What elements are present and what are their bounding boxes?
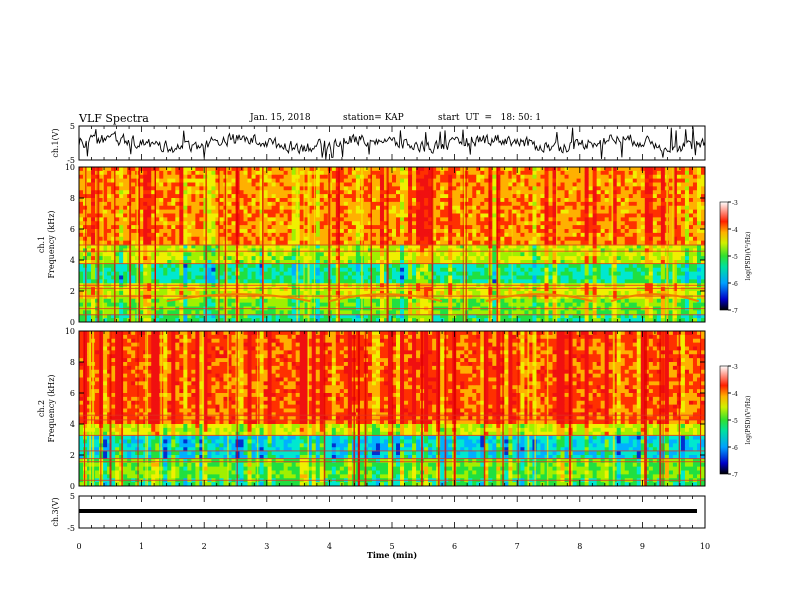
ch2-ytick-label: 10 (65, 327, 75, 336)
ch1-ylabel-frequency: Frequency (kHz) (47, 210, 56, 278)
chart-title: VLF Spectra (79, 112, 149, 125)
xtick-label: 4 (327, 542, 332, 551)
ch1-colorbar-label: log(PSD)(V²/Hz) (745, 232, 752, 281)
ch2-colorbar (719, 365, 729, 475)
ch1-waveform-line (78, 126, 706, 160)
ch1-ytick-label: 5 (70, 122, 75, 131)
xtick-label: 2 (202, 542, 207, 551)
ch1-ytick-label: 0 (70, 318, 75, 327)
ch1-ylabel: ch.1(V) (51, 128, 60, 157)
ch2-ytick-label: 8 (70, 358, 75, 367)
ch1-ytick-label: 6 (70, 225, 75, 234)
ch2-colorbar-label: log(PSD)(V²/Hz) (745, 396, 752, 445)
xtick-label: 0 (76, 542, 81, 551)
ch1-ytick-label: 8 (70, 194, 75, 203)
ch2-ytick-label: 4 (70, 420, 75, 429)
ch2-ytick-label: 6 (70, 389, 75, 398)
ch2-colorbar-tick: -4 (732, 391, 738, 398)
ch2-ylabel-channel: ch.2 (37, 400, 46, 417)
ch1-ytick-label: -5 (67, 156, 75, 165)
ch1-ylabel-channel: ch.1 (37, 236, 46, 253)
station-label: station= KAP (343, 113, 404, 123)
ch2-ylabel-frequency: Frequency (kHz) (47, 374, 56, 442)
xtick-label: 5 (389, 542, 394, 551)
xtick-label: 10 (700, 542, 710, 551)
ch3-ylabel: ch.3(V) (51, 497, 60, 526)
xtick-label: 3 (264, 542, 269, 551)
ch1-ytick-label: 4 (70, 256, 75, 265)
ch2-colorbar-tick: -6 (732, 445, 738, 452)
ch1-colorbar-tick: -6 (732, 281, 738, 288)
ch3-ytick-label: 5 (70, 492, 75, 501)
ch1-colorbar-tick: -4 (732, 227, 738, 234)
ch1-ytick-label: 2 (70, 287, 75, 296)
ch2-colorbar-tick: -5 (732, 418, 738, 425)
ch3-ytick-label: -5 (67, 524, 75, 533)
xtick-label: 7 (515, 542, 520, 551)
xtick-label: 9 (640, 542, 645, 551)
xtick-label: 8 (577, 542, 582, 551)
ch1-colorbar-tick: -5 (732, 254, 738, 261)
ch2-colorbar-tick: -7 (732, 472, 738, 479)
ch1-colorbar (719, 201, 729, 311)
ch2-ytick-label: 0 (70, 482, 75, 491)
ch1-spectrogram-cells (79, 167, 706, 323)
start-time-label: start UT = 18: 50: 1 (438, 113, 542, 123)
date-label: Jan. 15, 2018 (250, 113, 311, 123)
ch1-colorbar-tick: -7 (732, 308, 738, 315)
ch2-colorbar-tick: -3 (732, 364, 738, 371)
ch3-waveform-line (79, 509, 697, 513)
ch1-colorbar-tick: -3 (732, 200, 738, 207)
x-axis-label: Time (min) (367, 550, 417, 560)
xtick-label: 6 (452, 542, 457, 551)
xtick-label: 1 (139, 542, 144, 551)
ch1-ytick-label: 10 (65, 163, 75, 172)
ch2-ytick-label: 2 (70, 451, 75, 460)
ch2-spectrogram-cells (79, 331, 706, 487)
